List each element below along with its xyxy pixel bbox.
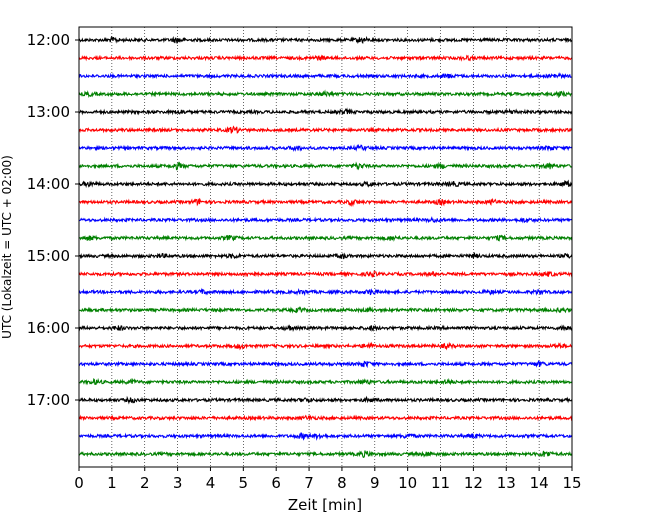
x-tick-label: 1 xyxy=(107,474,117,492)
trace-line-1345 xyxy=(78,161,573,171)
y-axis-label: UTC (Lokalzeit = UTC + 02:00) xyxy=(0,155,14,339)
trace-line-1215 xyxy=(78,54,573,62)
x-tick-label: 0 xyxy=(74,474,84,492)
trace-line-1630 xyxy=(78,359,573,369)
trace-line-1430 xyxy=(78,216,573,224)
x-tick-label: 3 xyxy=(173,474,183,492)
x-tick-label: 14 xyxy=(530,474,549,492)
trace-line-1400 xyxy=(78,179,573,189)
x-tick-label: 12 xyxy=(464,474,483,492)
trace-line-1330 xyxy=(78,143,573,152)
plot-frame xyxy=(78,26,573,468)
trace-line-1615 xyxy=(78,341,573,351)
trace-line-1515 xyxy=(78,270,573,278)
trace-line-1715 xyxy=(78,414,573,422)
trace-line-1245 xyxy=(78,89,573,99)
trace-line-1315 xyxy=(78,125,573,134)
trace-line-1700 xyxy=(78,395,573,405)
x-tick-label: 9 xyxy=(370,474,380,492)
trace-line-1530 xyxy=(78,287,573,297)
x-tick-label: 4 xyxy=(206,474,216,492)
x-tick-label: 11 xyxy=(431,474,450,492)
trace-line-1730 xyxy=(78,432,573,441)
trace-line-1300 xyxy=(78,107,573,116)
x-tick-label: 6 xyxy=(271,474,281,492)
trace-series xyxy=(78,35,573,458)
trace-line-1200 xyxy=(78,35,573,45)
x-tick-label: 10 xyxy=(398,474,417,492)
y-tick-label: 12:00 xyxy=(27,31,70,49)
x-tick-label: 15 xyxy=(562,474,581,492)
y-tick-label: 15:00 xyxy=(27,247,70,265)
x-tick-label: 2 xyxy=(140,474,150,492)
trace-line-1645 xyxy=(78,377,573,386)
y-axis: 12:00 13:00 14:00 15:00 16:00 17:00 xyxy=(27,31,79,409)
trace-line-1545 xyxy=(78,306,573,314)
trace-line-1500 xyxy=(78,252,573,260)
y-tick-label: 13:00 xyxy=(27,103,70,121)
x-tick-label: 13 xyxy=(497,474,516,492)
x-tick-label: 7 xyxy=(304,474,314,492)
trace-line-1445 xyxy=(78,234,573,242)
x-tick-label: 5 xyxy=(239,474,249,492)
y-tick-label: 17:00 xyxy=(27,391,70,409)
trace-line-1415 xyxy=(78,197,573,208)
y-tick-label: 14:00 xyxy=(27,175,70,193)
x-axis: 0 1 2 3 4 5 6 7 8 9 10 11 12 13 14 15 xyxy=(74,467,582,492)
trace-line-1745 xyxy=(78,450,573,458)
x-tick-label: 8 xyxy=(337,474,347,492)
trace-line-1230 xyxy=(78,72,573,80)
y-tick-label: 16:00 xyxy=(27,319,70,337)
grid-lines xyxy=(111,27,540,467)
x-axis-label: Zeit [min] xyxy=(288,496,362,514)
trace-line-1600 xyxy=(78,324,573,333)
